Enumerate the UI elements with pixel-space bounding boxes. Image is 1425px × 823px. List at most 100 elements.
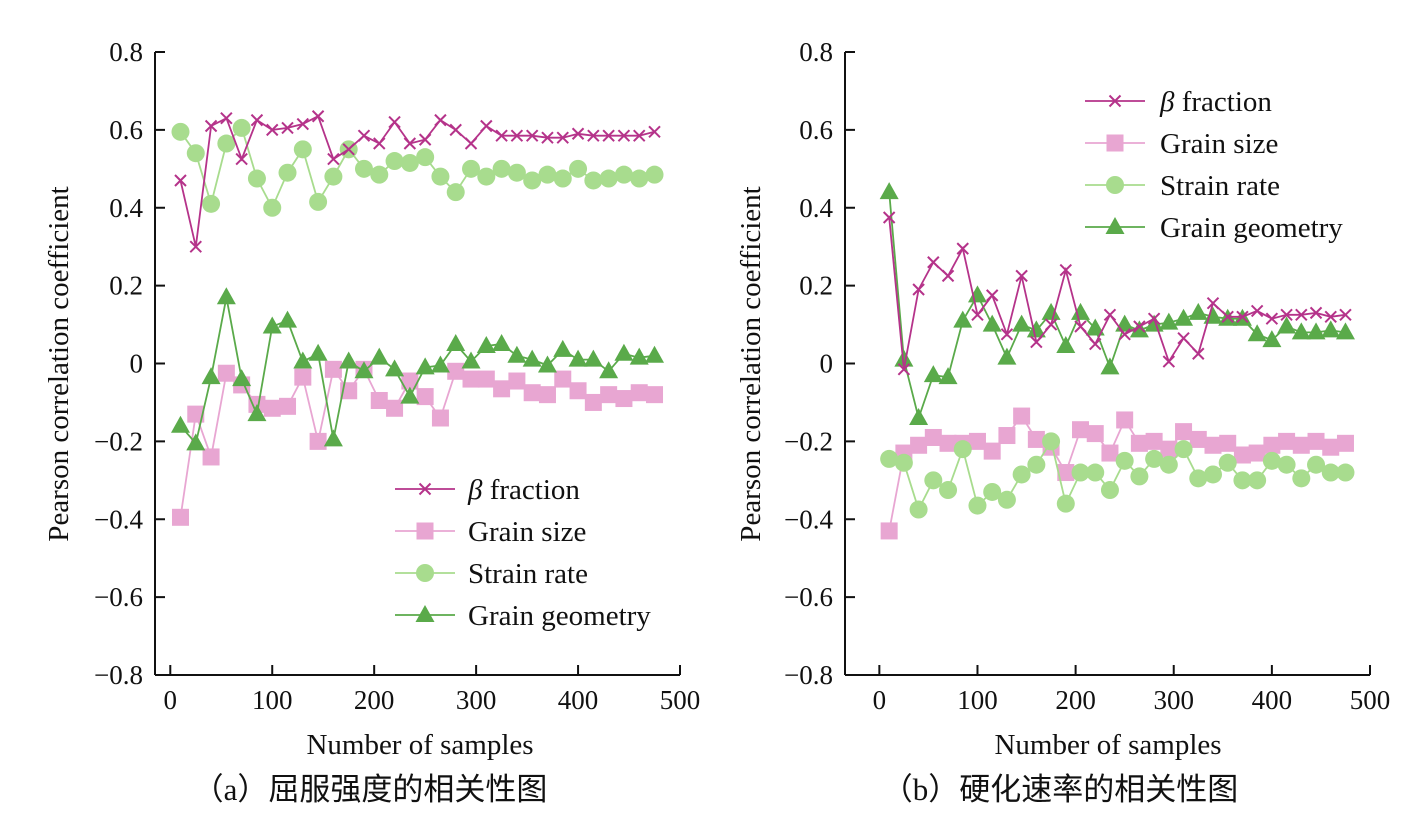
chart-b-y-tick-label: −0.6 (784, 582, 833, 612)
chart-a-data-point (541, 131, 554, 144)
chart-b-data-point (1280, 308, 1293, 322)
chart-b-data-point (1188, 302, 1208, 320)
chart-a-data-point (553, 339, 573, 357)
chart-b-data-point (997, 347, 1017, 365)
chart-a-legend-label: β fraction (467, 474, 580, 506)
chart-a-data-point (434, 113, 447, 127)
chart-a-data-point (309, 432, 327, 450)
chart-b-x-tick-label: 0 (873, 685, 887, 715)
chart-b-data-point (1339, 308, 1352, 322)
chart-b-data-point (1221, 310, 1234, 323)
chart-a-data-point (266, 123, 279, 137)
chart-a-data-point (617, 129, 631, 142)
chart-a-data-point (462, 159, 481, 178)
chart-a-data-point (189, 240, 202, 253)
chart-a-data-point (418, 133, 432, 146)
chart-b-data-point (1174, 440, 1193, 459)
chart-a-data-point (186, 433, 206, 451)
chart-a-legend-marker (418, 482, 432, 496)
chart-b-data-point (953, 440, 972, 459)
chart-b-data-point (1059, 263, 1072, 277)
chart-a-data-point (614, 343, 634, 361)
chart-a-data-point (293, 140, 312, 159)
chart-a-data-point (430, 355, 450, 373)
chart-panel-a: Pearson correlation coefficient Number o… (43, 37, 700, 807)
chart-a-data-point (373, 137, 386, 150)
chart-a-data-point (216, 287, 236, 305)
chart-a-data-point (599, 361, 619, 379)
chart-b-data-point (1291, 322, 1311, 340)
chart-b-xlabel: Number of samples (994, 729, 1221, 761)
chart-b-data-point (1295, 308, 1308, 322)
chart-b-data-point (1277, 316, 1297, 334)
chart-b-data-point (1206, 296, 1220, 310)
chart-a-series-triangle (170, 287, 665, 451)
chart-b-data-point (1250, 304, 1264, 318)
chart-a-x-tick-label: 100 (252, 685, 293, 715)
chart-b-data-point (1262, 330, 1282, 348)
chart-b-data-point (1072, 421, 1090, 439)
chart-a-data-point (587, 129, 600, 142)
chart-a-data-point (584, 171, 603, 190)
chart-b-data-point (939, 481, 958, 500)
chart-a-data-point (584, 393, 602, 411)
chart-b-data-point (1262, 451, 1281, 470)
chart-a-data-point (569, 382, 587, 400)
chart-b-data-point (1015, 269, 1028, 283)
chart-b-data-point (1160, 440, 1178, 458)
chart-b-data-point (1147, 312, 1161, 325)
chart-a-data-point (629, 347, 649, 365)
chart-b-x-tick-label: 500 (1350, 685, 1391, 715)
chart-a-data-point (599, 169, 618, 188)
chart-a-data-point (449, 123, 462, 137)
chart-b-data-point (1074, 320, 1087, 333)
chart-b-data-point (939, 434, 957, 452)
chart-b-data-point (1116, 411, 1134, 429)
chart-b-data-point (1309, 306, 1323, 320)
chart-a-data-point (171, 508, 189, 526)
chart-a-data-point (403, 137, 417, 150)
chart-a-data-point (461, 351, 481, 369)
chart-b-data-point (1145, 449, 1164, 468)
chart-b-data-point (997, 490, 1016, 509)
chart-b-data-point (1013, 407, 1031, 425)
chart-a-data-point (492, 159, 511, 178)
chart-a-data-point (388, 115, 401, 129)
chart-b-data-point (1089, 337, 1102, 351)
chart-a-data-point (308, 343, 328, 361)
chart-a-data-point (232, 118, 251, 137)
chart-b-data-point (1162, 355, 1176, 368)
chart-a-data-point (645, 345, 665, 363)
chart-a-data-point (507, 345, 527, 363)
chart-b-data-point (1248, 444, 1266, 462)
chart-b-data-point (1086, 425, 1104, 443)
chart-b-data-point (1145, 432, 1163, 450)
chart-b-data-point (1030, 335, 1043, 349)
chart-b-data-point (968, 496, 987, 515)
chart-b-y-tick-label: 0 (820, 349, 834, 379)
chart-b-data-point (1189, 469, 1208, 488)
chart-a-legend-label: Grain size (468, 516, 586, 548)
chart-a-series-x (174, 110, 661, 253)
chart-b-data-point (894, 349, 914, 367)
chart-b-caption: （b）硬化速率的相关性图 (882, 772, 1239, 807)
chart-a-data-point (538, 165, 557, 184)
chart-b-legend: β fraction Grain size Strain rate Grain geo… (1085, 86, 1343, 244)
chart-a-data-point (556, 131, 569, 144)
chart-b-data-point (1278, 432, 1296, 450)
chart-b-data-point (882, 211, 896, 224)
chart-b-data-point (1100, 481, 1119, 500)
chart-a-data-point (247, 404, 267, 422)
chart-b-data-point (1177, 331, 1190, 345)
chart-b-y-tick-label: 0.6 (799, 115, 833, 145)
chart-b-data-point (1027, 430, 1045, 448)
chart-b-data-point (879, 182, 899, 200)
chart-b-data-point (1130, 434, 1148, 452)
chart-a-data-point (311, 110, 325, 123)
chart-a-data-point (354, 159, 373, 178)
chart-a-data-point (309, 192, 328, 211)
chart-b-series-square (880, 407, 1354, 540)
chart-b-data-point (1159, 455, 1178, 474)
chart-b-data-point (1292, 436, 1310, 454)
chart-a-data-point (294, 368, 312, 386)
